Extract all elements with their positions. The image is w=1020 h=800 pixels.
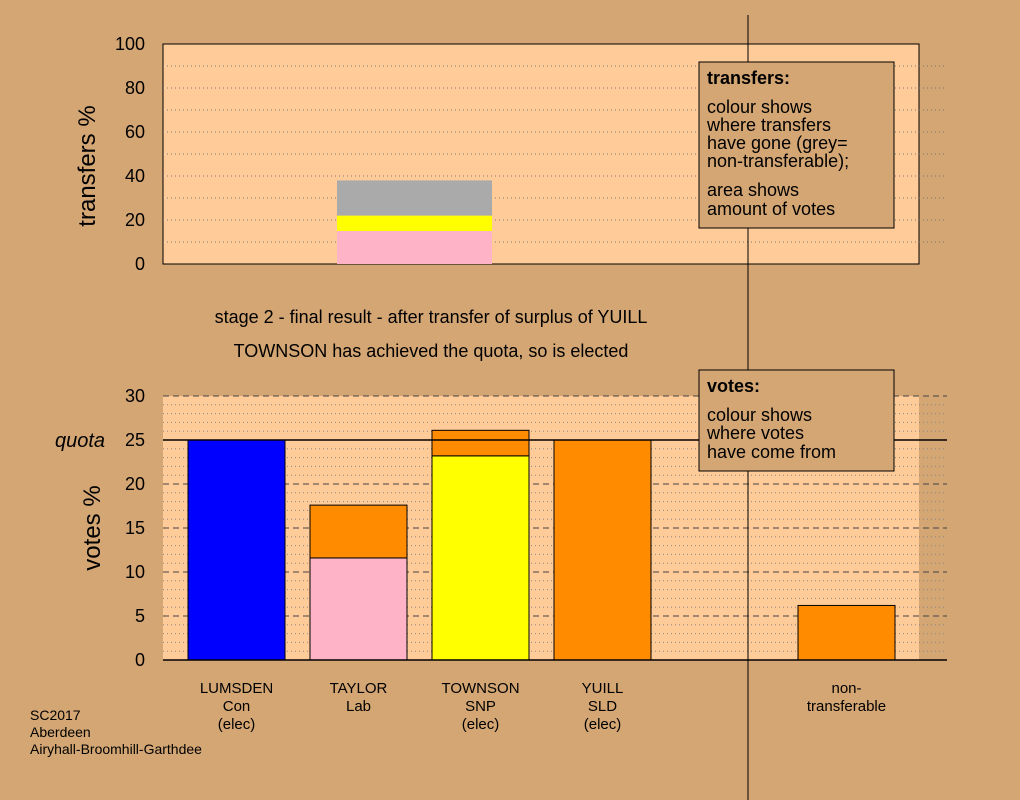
votes-y-tick-label: 5 — [135, 606, 145, 626]
candidate-label-line: non- — [831, 680, 861, 697]
candidate-label-line: (elec) — [584, 716, 622, 733]
candidate-label-line: YUILL — [582, 680, 624, 697]
votes-note-line-1: colour shows — [707, 405, 812, 425]
transfers-y-tick-label: 100 — [115, 34, 145, 54]
candidate-label-line: transferable — [807, 698, 886, 715]
footer-line-1: SC2017 — [30, 707, 81, 723]
transfers-bar-segment — [337, 215, 492, 231]
footer-line-3: Airyhall-Broomhill-Garthdee — [30, 741, 202, 757]
transfers-note-line-1: colour shows — [707, 97, 812, 117]
votes-y-axis-label: votes % — [79, 485, 106, 570]
votes-bar-segment — [431, 455, 530, 661]
transfers-y-tick-label: 40 — [125, 166, 145, 186]
transfers-y-axis-label: transfers % — [74, 105, 101, 226]
transfers-y-tick-label: 0 — [135, 254, 145, 274]
votes-note-line-3: have come from — [707, 442, 836, 462]
candidate-label-line: (elec) — [462, 716, 500, 733]
candidate-label-line: SLD — [588, 698, 617, 715]
votes-y-tick-label: 20 — [125, 474, 145, 494]
chart-title-line-2: TOWNSON has achieved the quota, so is el… — [234, 341, 629, 361]
votes-bar-segment — [553, 439, 652, 661]
transfers-note-heading: transfers: — [707, 68, 790, 88]
votes-y-tick-label: 25 — [125, 430, 145, 450]
transfers-y-tick-label: 60 — [125, 122, 145, 142]
votes-bar-segment — [797, 604, 896, 661]
transfers-y-tick-label: 80 — [125, 78, 145, 98]
votes-y-tick-label: 10 — [125, 562, 145, 582]
votes-note-heading: votes: — [707, 376, 760, 396]
candidate-label-line: TAYLOR — [330, 680, 388, 697]
transfers-note-line-4: non-transferable); — [707, 151, 849, 171]
votes-bar-segment — [187, 439, 286, 661]
candidate-label-line: TOWNSON — [441, 680, 519, 697]
votes-bar-segment — [309, 557, 408, 661]
votes-bar-segment — [309, 504, 408, 559]
candidate-label-line: (elec) — [218, 716, 256, 733]
votes-y-tick-label: 15 — [125, 518, 145, 538]
transfers-note-frame — [698, 61, 895, 229]
transfers-note-line-6: amount of votes — [707, 199, 835, 219]
votes-bar-segment — [431, 429, 530, 457]
votes-y-tick-label: 30 — [125, 386, 145, 406]
transfers-note-line-3: have gone (grey= — [707, 133, 848, 153]
candidate-label-line: Con — [223, 698, 251, 715]
votes-note-line-2: where votes — [706, 423, 804, 443]
footer-line-2: Aberdeen — [30, 724, 91, 740]
transfers-bar-segment — [337, 231, 492, 264]
transfers-y-tick-label: 20 — [125, 210, 145, 230]
transfers-note-line-5: area shows — [707, 180, 799, 200]
candidate-label-line: SNP — [465, 698, 496, 715]
chart-title-line-1: stage 2 - final result - after transfer … — [215, 307, 648, 327]
transfers-note-line-2: where transfers — [706, 115, 831, 135]
quota-label: quota — [55, 430, 105, 452]
votes-note-box: votes: colour shows where votes have com… — [698, 369, 895, 472]
transfers-note-box: transfers: colour shows where transfers … — [698, 61, 895, 229]
candidate-label-line: Lab — [346, 698, 371, 715]
transfers-bar-segment — [337, 180, 492, 216]
votes-y-tick-label: 0 — [135, 650, 145, 670]
candidate-label-line: LUMSDEN — [200, 680, 273, 697]
votes-note-frame — [698, 369, 895, 472]
votes-panel: 051015202530LUMSDENCon(elec)TAYLORLabTOW… — [125, 386, 947, 733]
